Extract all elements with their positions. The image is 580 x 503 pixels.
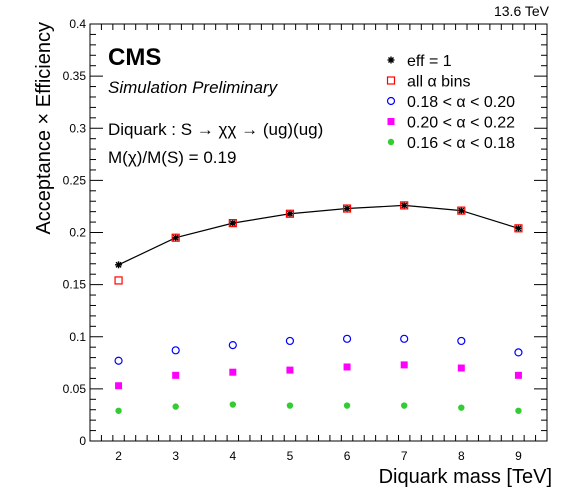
- data-point: [343, 402, 351, 409]
- process-annotation: Diquark : S → χχ → (ug)(ug): [108, 120, 323, 139]
- data-point: [400, 334, 409, 343]
- legend-marker: [387, 138, 395, 146]
- series-2: [114, 334, 523, 365]
- data-point: [115, 382, 123, 390]
- data-point: [229, 401, 237, 408]
- legend-label: 0.20 < α < 0.22: [407, 115, 515, 132]
- cms-logo: CMS: [108, 44, 161, 71]
- data-point: [172, 403, 179, 410]
- legend-label: all α bins: [407, 74, 471, 91]
- data-point: [114, 276, 123, 285]
- data-point: [457, 206, 466, 215]
- star-stroke: [458, 207, 465, 214]
- x-tick-label: 4: [229, 449, 236, 463]
- y-tick-label: 0.4: [69, 17, 86, 31]
- x-tick-label: 2: [115, 449, 122, 463]
- series-0: [115, 201, 522, 269]
- x-tick-label: 9: [515, 449, 522, 463]
- data-point: [114, 356, 123, 365]
- legend: eff = 1 all α bins 0.18 < α < 0.20 0.20 < α…: [386, 53, 515, 152]
- star-stroke: [401, 202, 408, 209]
- cms-subtitle: Simulation Preliminary: [108, 78, 279, 97]
- tick-labels: 0 0.05 0.1 0.15 0.2 0.25 0.3 0.35 0.4 2 3 4 5 6 7 8 9: [63, 17, 522, 463]
- y-tick-label: 0: [79, 434, 86, 448]
- data-point: [286, 210, 294, 218]
- data-point: [115, 261, 123, 269]
- legend-marker: [387, 56, 395, 64]
- y-tick-label: 0.15: [63, 278, 87, 292]
- star-stroke: [286, 210, 293, 217]
- data-point: [343, 363, 351, 371]
- legend-label: eff = 1: [407, 53, 452, 70]
- star-stroke: [172, 234, 179, 241]
- data-point: [457, 207, 465, 215]
- y-tick-label: 0.2: [69, 226, 86, 240]
- data-point: [400, 201, 408, 209]
- data-point: [285, 209, 295, 218]
- data-point: [514, 348, 523, 357]
- y-axis-title: Acceptance × Efficiency: [33, 22, 55, 235]
- data-point: [228, 219, 237, 228]
- series-line: [118, 204, 519, 266]
- data-point: [457, 336, 466, 346]
- data-point: [229, 368, 237, 376]
- x-tick-label: 7: [401, 449, 408, 463]
- legend-marker: [386, 76, 396, 85]
- y-tick-label: 0.25: [63, 173, 87, 187]
- data-point: [458, 404, 465, 411]
- data-point: [172, 234, 180, 242]
- data-point: [400, 201, 409, 210]
- legend-marker: [387, 118, 395, 125]
- legend-marker: [386, 96, 396, 106]
- data-point: [285, 336, 295, 346]
- star-stroke: [115, 261, 122, 268]
- legend-label: 0.18 < α < 0.20: [407, 94, 515, 111]
- x-axis-title: Diquark mass [TeV]: [379, 466, 552, 488]
- data-point: [514, 224, 522, 232]
- data-point: [457, 364, 465, 372]
- legend-label: 0.16 < α < 0.18: [407, 135, 515, 152]
- y-tick-label: 0.35: [63, 69, 87, 83]
- data-point: [115, 407, 122, 414]
- y-tick-label: 0.05: [63, 382, 87, 396]
- x-tick-label: 8: [458, 449, 465, 463]
- y-tick-label: 0.3: [69, 121, 86, 135]
- data-point: [171, 346, 180, 355]
- y-tick-label: 0.1: [69, 330, 86, 344]
- data-point: [515, 407, 522, 414]
- data-point: [171, 233, 180, 242]
- data-point: [343, 205, 351, 213]
- series-3: [115, 361, 522, 390]
- axis-ticks: [89, 23, 548, 442]
- data-point: [229, 219, 237, 227]
- series-1: [114, 201, 523, 285]
- data-point: [342, 334, 352, 343]
- data-point: [172, 371, 180, 379]
- x-tick-label: 6: [344, 449, 351, 463]
- energy-label: 13.6 TeV: [494, 3, 550, 19]
- data-series: [114, 201, 523, 414]
- data-point: [400, 361, 408, 369]
- data-point: [400, 402, 408, 409]
- star-stroke: [387, 56, 395, 64]
- x-tick-label: 3: [172, 449, 179, 463]
- data-point: [286, 366, 294, 374]
- data-point: [514, 224, 523, 233]
- x-tick-label: 5: [287, 449, 294, 463]
- data-point: [514, 371, 522, 379]
- data-point: [342, 204, 352, 213]
- data-point: [228, 340, 237, 350]
- series-4: [115, 401, 522, 414]
- data-point: [286, 402, 294, 409]
- star-stroke: [229, 220, 236, 227]
- star-stroke: [344, 205, 351, 212]
- star-stroke: [515, 225, 522, 232]
- mass-ratio-annotation: M(χ)/M(S) = 0.19: [108, 148, 236, 167]
